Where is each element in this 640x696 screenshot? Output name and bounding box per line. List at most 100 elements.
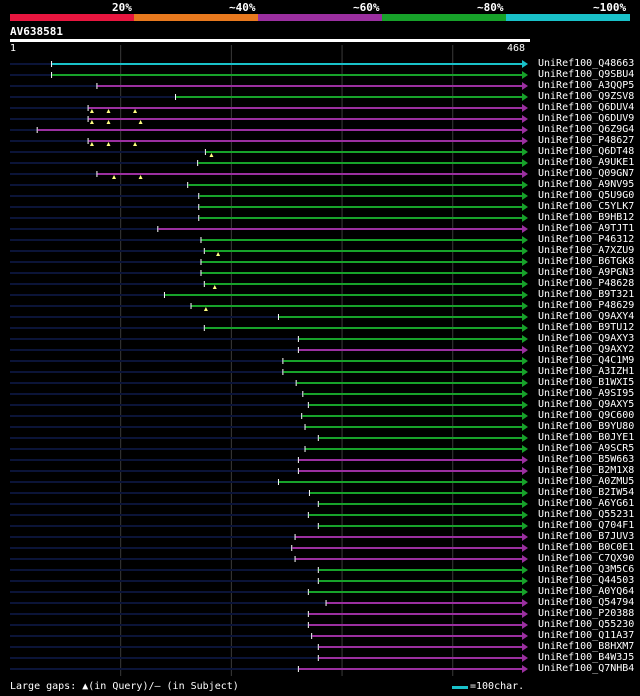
hit-row[interactable] — [10, 313, 528, 321]
hit-row[interactable] — [10, 225, 528, 233]
hit-row[interactable] — [10, 621, 528, 629]
hit-row[interactable] — [10, 434, 528, 442]
hit-label[interactable]: UniRef100_A7XZU9 — [538, 245, 635, 256]
hit-row[interactable] — [10, 291, 528, 299]
hit-row[interactable] — [10, 390, 528, 398]
hit-row[interactable] — [10, 500, 528, 508]
hit-row[interactable] — [10, 148, 528, 157]
hit-row[interactable] — [10, 280, 528, 289]
hit-label[interactable]: UniRef100_Q9ZSV8 — [538, 91, 635, 102]
hit-row[interactable] — [10, 478, 528, 486]
hit-label[interactable]: UniRef100_Q5U9G0 — [538, 190, 635, 201]
hit-row[interactable] — [10, 258, 528, 266]
hit-label[interactable]: UniRef100_B4W3J5 — [538, 652, 635, 663]
hit-row[interactable] — [10, 71, 528, 79]
hit-row[interactable] — [10, 104, 528, 113]
hit-row[interactable] — [10, 159, 528, 167]
hit-label[interactable]: UniRef100_A9SCR5 — [538, 443, 635, 454]
hit-label[interactable]: UniRef100_A3QQP5 — [538, 80, 635, 91]
hit-row[interactable] — [10, 137, 528, 146]
hit-label[interactable]: UniRef100_B6TGK8 — [538, 256, 635, 267]
hit-label[interactable]: UniRef100_B0JYE1 — [538, 432, 635, 443]
hit-label[interactable]: UniRef100_Q6DUV9 — [538, 113, 635, 124]
hit-label[interactable]: UniRef100_Q9AXY3 — [538, 333, 635, 344]
hit-label[interactable]: UniRef100_A9PGN3 — [538, 267, 635, 278]
hit-row[interactable] — [10, 566, 528, 574]
hit-row[interactable] — [10, 654, 528, 662]
hit-row[interactable] — [10, 82, 528, 90]
hit-row[interactable] — [10, 423, 528, 431]
hit-label[interactable]: UniRef100_P48628 — [538, 278, 635, 289]
hit-label[interactable]: UniRef100_C7QX90 — [538, 553, 635, 564]
hit-label[interactable]: UniRef100_A0YQ64 — [538, 586, 635, 597]
hit-label[interactable]: UniRef100_Q704F1 — [538, 520, 635, 531]
hit-row[interactable] — [10, 181, 528, 189]
hit-label[interactable]: UniRef100_P48629 — [538, 300, 635, 311]
hit-row[interactable] — [10, 489, 528, 497]
hit-row[interactable] — [10, 533, 528, 541]
hit-row[interactable] — [10, 577, 528, 585]
hit-label[interactable]: UniRef100_Q7NHB4 — [538, 663, 635, 674]
hit-label[interactable]: UniRef100_B8HXM7 — [538, 641, 635, 652]
hit-row[interactable] — [10, 170, 528, 179]
hit-label[interactable]: UniRef100_B9HB12 — [538, 212, 635, 223]
hit-row[interactable] — [10, 357, 528, 365]
hit-label[interactable]: UniRef100_P48627 — [538, 135, 635, 146]
hit-row[interactable] — [10, 302, 528, 311]
hit-label[interactable]: UniRef100_Q9AXY2 — [538, 344, 635, 355]
hit-row[interactable] — [10, 643, 528, 651]
hit-label[interactable]: UniRef100_B0C0E1 — [538, 542, 635, 553]
hit-label[interactable]: UniRef100_Q9AXY5 — [538, 399, 635, 410]
hit-row[interactable] — [10, 368, 528, 376]
hit-row[interactable] — [10, 610, 528, 618]
hit-row[interactable] — [10, 412, 528, 420]
hit-label[interactable]: UniRef100_Q6Z9G4 — [538, 124, 635, 135]
hit-label[interactable]: UniRef100_Q9SBU4 — [538, 69, 635, 80]
hit-row[interactable] — [10, 236, 528, 244]
hit-row[interactable] — [10, 599, 528, 607]
hit-row[interactable] — [10, 203, 528, 211]
hit-label[interactable]: UniRef100_Q09GN7 — [538, 168, 635, 179]
hit-row[interactable] — [10, 346, 528, 354]
hit-row[interactable] — [10, 401, 528, 409]
hit-label[interactable]: UniRef100_Q4C1M9 — [538, 355, 635, 366]
hit-label[interactable]: UniRef100_Q6DT48 — [538, 146, 635, 157]
hit-row[interactable] — [10, 511, 528, 519]
hit-row[interactable] — [10, 467, 528, 475]
hit-row[interactable] — [10, 247, 528, 256]
hit-label[interactable]: UniRef100_Q9C600 — [538, 410, 635, 421]
hit-row[interactable] — [10, 93, 528, 101]
hit-label[interactable]: UniRef100_B9YU80 — [538, 421, 635, 432]
hit-label[interactable]: UniRef100_Q6DUV4 — [538, 102, 635, 113]
hit-row[interactable] — [10, 588, 528, 596]
hit-label[interactable]: UniRef100_P20388 — [538, 608, 635, 619]
hit-label[interactable]: UniRef100_P46312 — [538, 234, 635, 245]
hit-row[interactable] — [10, 126, 528, 134]
hit-label[interactable]: UniRef100_Q54794 — [538, 597, 635, 608]
hit-label[interactable]: UniRef100_B9T321 — [538, 289, 635, 300]
hit-label[interactable]: UniRef100_A9SI95 — [538, 388, 635, 399]
hit-label[interactable]: UniRef100_Q44503 — [538, 575, 635, 586]
hit-row[interactable] — [10, 379, 528, 387]
hit-row[interactable] — [10, 214, 528, 222]
hit-row[interactable] — [10, 115, 528, 124]
hit-label[interactable]: UniRef100_A0ZMU5 — [538, 476, 635, 487]
hit-row[interactable] — [10, 555, 528, 563]
hit-label[interactable]: UniRef100_B2IW54 — [538, 487, 635, 498]
hit-label[interactable]: UniRef100_Q55230 — [538, 619, 635, 630]
hit-label[interactable]: UniRef100_Q3M5C6 — [538, 564, 635, 575]
hit-label[interactable]: UniRef100_B5W663 — [538, 454, 635, 465]
hit-label[interactable]: UniRef100_A9UKE1 — [538, 157, 635, 168]
hit-label[interactable]: UniRef100_Q11A37 — [538, 630, 635, 641]
hit-row[interactable] — [10, 665, 528, 673]
hit-label[interactable]: UniRef100_A9TJT1 — [538, 223, 635, 234]
hit-label[interactable]: UniRef100_C5YLK7 — [538, 201, 635, 212]
hit-label[interactable]: UniRef100_Q48663 — [538, 58, 635, 69]
hit-row[interactable] — [10, 544, 528, 552]
hit-row[interactable] — [10, 60, 528, 68]
hit-row[interactable] — [10, 522, 528, 530]
hit-label[interactable]: UniRef100_B1WXI5 — [538, 377, 635, 388]
hit-row[interactable] — [10, 269, 528, 277]
hit-label[interactable]: UniRef100_B7JUV3 — [538, 531, 635, 542]
hit-row[interactable] — [10, 335, 528, 343]
